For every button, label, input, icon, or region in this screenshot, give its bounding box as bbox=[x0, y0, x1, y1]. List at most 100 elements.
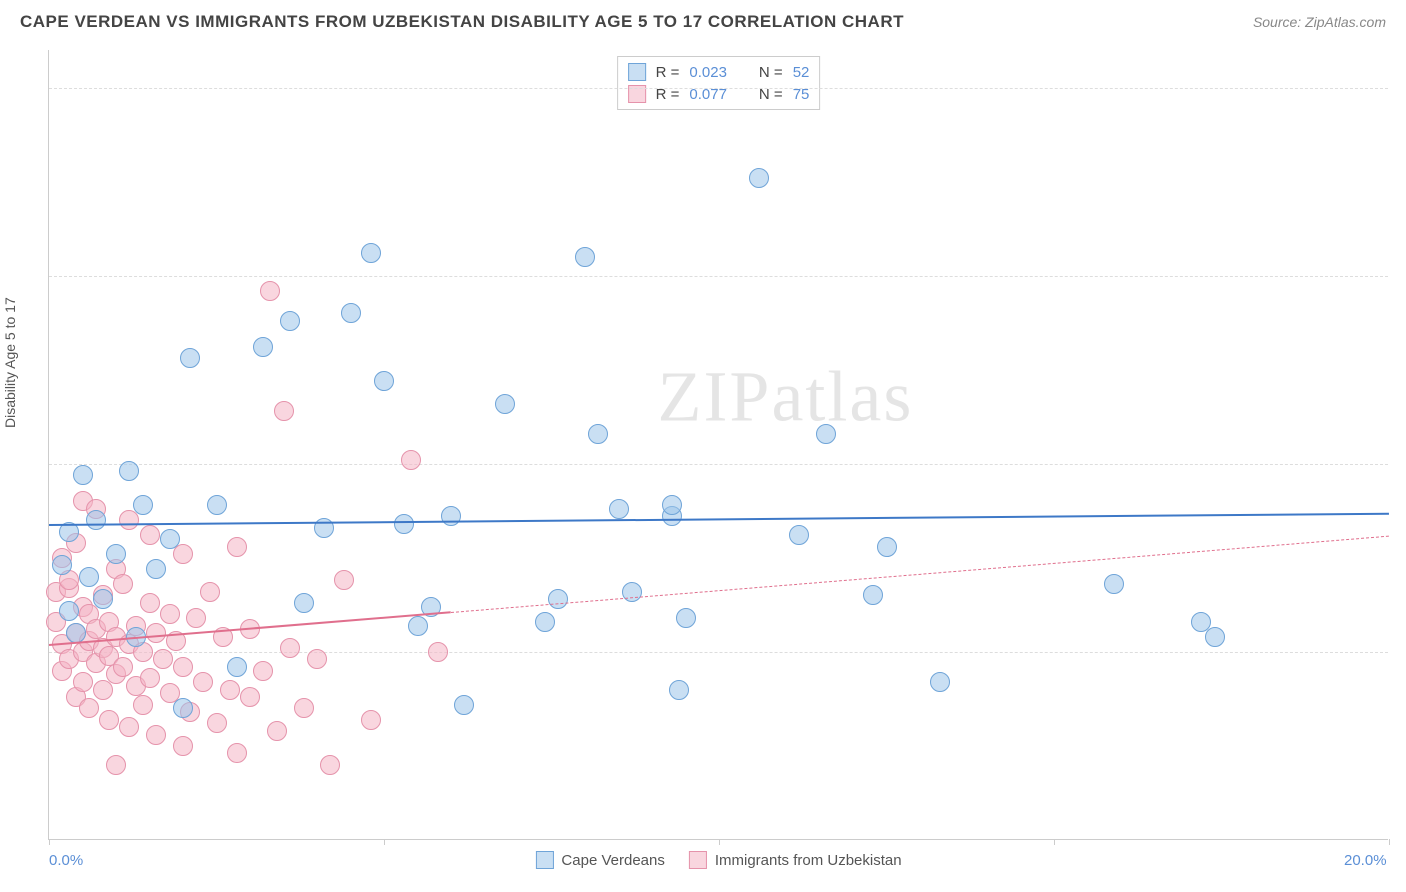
n-label: N = bbox=[759, 64, 783, 81]
r-label: R = bbox=[656, 64, 680, 81]
data-point bbox=[173, 657, 193, 677]
gridline bbox=[49, 88, 1388, 89]
data-point bbox=[253, 337, 273, 357]
data-point bbox=[676, 608, 696, 628]
legend-item-series-2: Immigrants from Uzbekistan bbox=[689, 851, 902, 869]
data-point bbox=[59, 601, 79, 621]
chart-title: CAPE VERDEAN VS IMMIGRANTS FROM UZBEKIST… bbox=[20, 12, 904, 32]
data-point bbox=[749, 168, 769, 188]
data-point bbox=[119, 717, 139, 737]
x-tick bbox=[719, 839, 720, 845]
data-point bbox=[495, 394, 515, 414]
stats-legend: R = 0.023 N = 52 R = 0.077 N = 75 bbox=[617, 56, 821, 110]
data-point bbox=[1205, 627, 1225, 647]
data-point bbox=[146, 623, 166, 643]
data-point bbox=[173, 698, 193, 718]
data-point bbox=[662, 495, 682, 515]
data-point bbox=[113, 657, 133, 677]
data-point bbox=[588, 424, 608, 444]
data-point bbox=[253, 661, 273, 681]
data-point bbox=[575, 247, 595, 267]
gridline bbox=[49, 464, 1388, 465]
data-point bbox=[146, 559, 166, 579]
swatch-series-2 bbox=[689, 851, 707, 869]
data-point bbox=[133, 495, 153, 515]
data-point bbox=[408, 616, 428, 636]
x-tick bbox=[384, 839, 385, 845]
data-point bbox=[307, 649, 327, 669]
data-point bbox=[669, 680, 689, 700]
series-1-name: Cape Verdeans bbox=[561, 852, 664, 869]
data-point bbox=[73, 672, 93, 692]
data-point bbox=[274, 401, 294, 421]
data-point bbox=[79, 567, 99, 587]
data-point bbox=[1104, 574, 1124, 594]
series-2-name: Immigrants from Uzbekistan bbox=[715, 852, 902, 869]
swatch-series-1 bbox=[628, 63, 646, 81]
legend-row-series-1: R = 0.023 N = 52 bbox=[628, 61, 810, 83]
data-point bbox=[454, 695, 474, 715]
data-point bbox=[173, 544, 193, 564]
data-point bbox=[816, 424, 836, 444]
x-tick bbox=[1389, 839, 1390, 845]
data-point bbox=[334, 570, 354, 590]
data-point bbox=[133, 695, 153, 715]
data-point bbox=[535, 612, 555, 632]
gridline bbox=[49, 652, 1388, 653]
data-point bbox=[320, 755, 340, 775]
data-point bbox=[428, 642, 448, 662]
trend-line bbox=[49, 513, 1389, 526]
data-point bbox=[267, 721, 287, 741]
data-point bbox=[394, 514, 414, 534]
data-point bbox=[140, 525, 160, 545]
data-point bbox=[73, 465, 93, 485]
data-point bbox=[106, 544, 126, 564]
data-point bbox=[877, 537, 897, 557]
data-point bbox=[140, 668, 160, 688]
data-point bbox=[294, 698, 314, 718]
data-point bbox=[863, 585, 883, 605]
data-point bbox=[180, 348, 200, 368]
x-tick bbox=[1054, 839, 1055, 845]
data-point bbox=[66, 623, 86, 643]
watermark: ZIPatlas bbox=[657, 356, 913, 439]
data-point bbox=[441, 506, 461, 526]
data-point bbox=[609, 499, 629, 519]
x-tick-label: 0.0% bbox=[49, 852, 83, 869]
data-point bbox=[193, 672, 213, 692]
data-point bbox=[240, 687, 260, 707]
data-point bbox=[220, 680, 240, 700]
data-point bbox=[401, 450, 421, 470]
data-point bbox=[294, 593, 314, 613]
data-point bbox=[341, 303, 361, 323]
series-legend: Cape Verdeans Immigrants from Uzbekistan bbox=[535, 851, 901, 869]
data-point bbox=[146, 725, 166, 745]
data-point bbox=[140, 593, 160, 613]
data-point bbox=[200, 582, 220, 602]
data-point bbox=[173, 736, 193, 756]
data-point bbox=[260, 281, 280, 301]
x-tick-label: 20.0% bbox=[1344, 852, 1387, 869]
data-point bbox=[93, 589, 113, 609]
r-value-series-1: 0.023 bbox=[689, 64, 727, 81]
data-point bbox=[227, 657, 247, 677]
data-point bbox=[361, 710, 381, 730]
data-point bbox=[374, 371, 394, 391]
data-point bbox=[99, 710, 119, 730]
data-point bbox=[79, 698, 99, 718]
legend-item-series-1: Cape Verdeans bbox=[535, 851, 664, 869]
data-point bbox=[119, 461, 139, 481]
data-point bbox=[186, 608, 206, 628]
data-point bbox=[86, 510, 106, 530]
data-point bbox=[52, 555, 72, 575]
data-point bbox=[280, 311, 300, 331]
data-point bbox=[930, 672, 950, 692]
data-point bbox=[207, 495, 227, 515]
data-point bbox=[280, 638, 300, 658]
data-point bbox=[106, 755, 126, 775]
legend-row-series-2: R = 0.077 N = 75 bbox=[628, 83, 810, 105]
data-point bbox=[207, 713, 227, 733]
data-point bbox=[160, 604, 180, 624]
n-value-series-1: 52 bbox=[793, 64, 810, 81]
data-point bbox=[789, 525, 809, 545]
